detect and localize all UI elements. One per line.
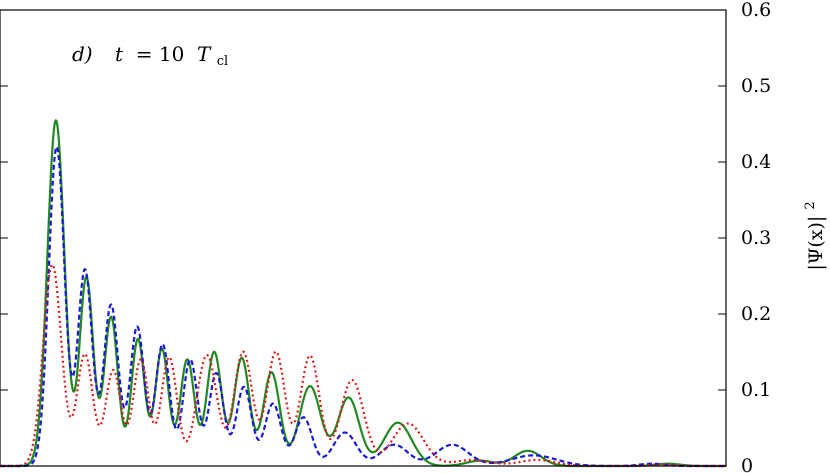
series-line-1 [0, 119, 727, 468]
axes-frame [0, 9, 727, 467]
y-ticks: 0 0.1 0.2 0.3 0.4 0.5 0.6 [0, 0, 771, 473]
plot-frame [0, 9, 727, 467]
ytick-label: 0.3 [741, 227, 771, 249]
panel-annotation: d) t = 10 T cl [72, 42, 228, 69]
series-line-3 [0, 263, 727, 468]
ytick-label: 0.4 [741, 151, 771, 173]
series-line-2 [0, 145, 727, 468]
series-layer [0, 119, 727, 468]
ytick-label: 0 [741, 455, 753, 473]
ytick-label: 0.6 [741, 0, 771, 21]
y-axis-label: |Ψ(x)| 2 [803, 201, 827, 270]
ytick-label: 0.5 [741, 75, 771, 97]
ytick-label: 0.2 [741, 303, 771, 325]
ytick-label: 0.1 [741, 379, 771, 401]
